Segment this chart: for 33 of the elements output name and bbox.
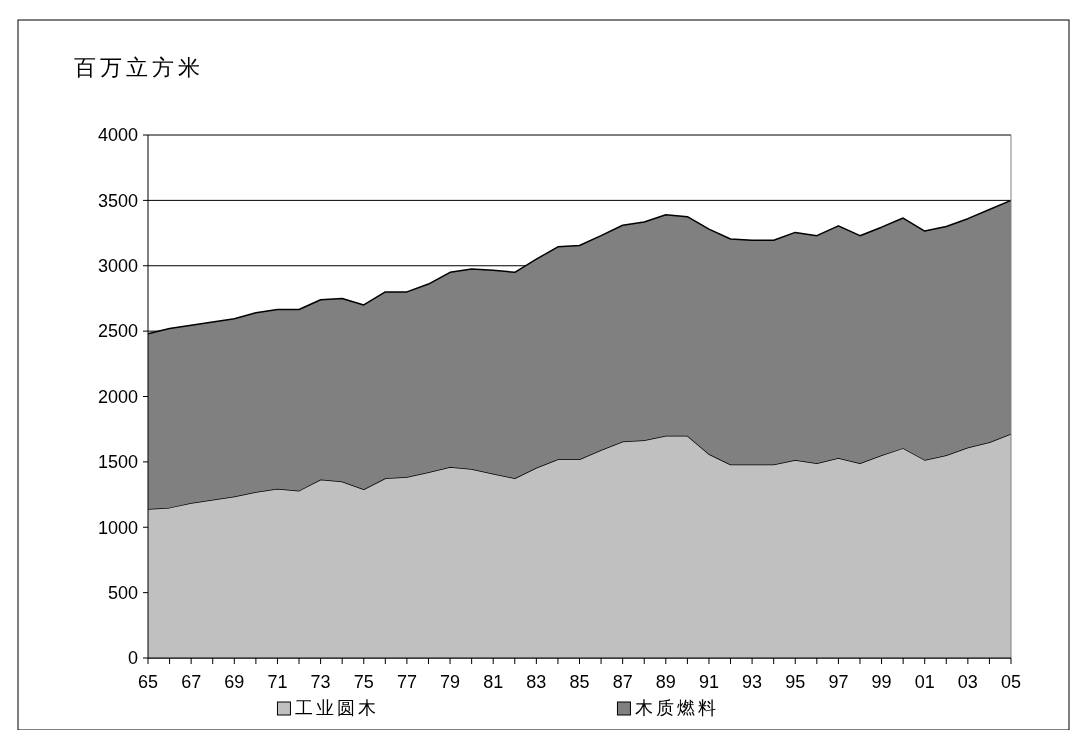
x-tick-label: 73	[310, 672, 331, 692]
y-tick-label: 0	[127, 648, 138, 669]
y-axis-title: 百万立方米	[74, 55, 204, 80]
x-tick-label: 95	[785, 672, 806, 692]
x-tick-label: 99	[871, 672, 892, 692]
y-tick-label: 3000	[97, 256, 138, 277]
x-tick-label: 91	[698, 672, 719, 692]
y-tick-label: 1500	[97, 452, 138, 473]
x-tick-label: 69	[224, 672, 245, 692]
x-tick-label: 65	[137, 672, 159, 692]
x-tick-label: 79	[440, 672, 461, 692]
x-tick-label: 87	[612, 672, 633, 692]
x-tick-label: 85	[569, 672, 590, 692]
y-tick-label: 2000	[97, 386, 138, 407]
x-tick-label: 01	[914, 672, 935, 692]
x-tick-label: 67	[181, 672, 202, 692]
y-tick-label: 3500	[97, 190, 138, 211]
x-tick-label: 03	[957, 672, 978, 692]
x-tick-label: 71	[267, 672, 288, 692]
x-tick-label: 93	[742, 672, 763, 692]
y-tick-label: 4000	[97, 125, 138, 146]
x-tick-label: 81	[483, 672, 504, 692]
x-tick-label: 97	[828, 672, 849, 692]
y-tick-label: 2500	[97, 321, 138, 342]
legend-label: 木质燃料	[635, 697, 720, 718]
x-tick-label: 83	[526, 672, 547, 692]
y-tick-label: 500	[107, 582, 138, 603]
y-tick-label: 1000	[97, 517, 138, 538]
x-tick-label: 77	[396, 672, 417, 692]
legend-label: 工业圆木	[295, 697, 380, 718]
x-tick-label: 89	[655, 672, 676, 692]
x-tick-label: 75	[353, 672, 374, 692]
x-tick-label: 05	[1000, 672, 1022, 692]
